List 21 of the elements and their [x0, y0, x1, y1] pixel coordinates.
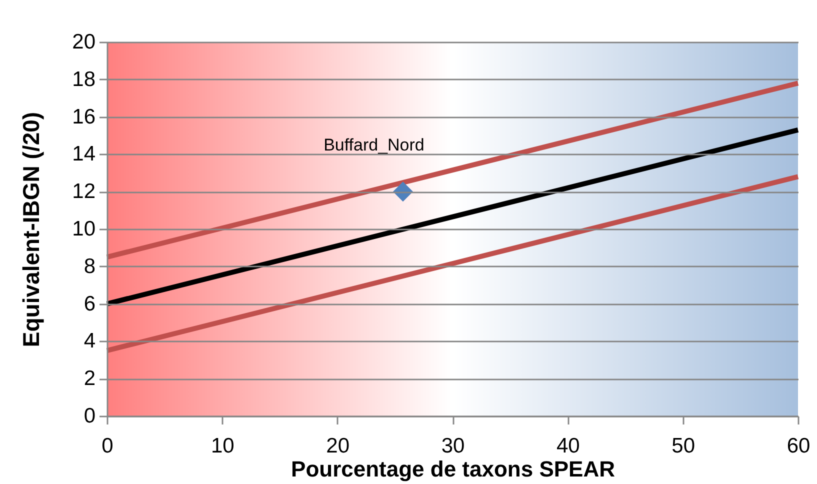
y-tick-label: 4: [84, 330, 96, 353]
y-tick-label: 12: [72, 180, 96, 204]
y-tick-label: 14: [72, 142, 96, 166]
x-tick-label: 30: [441, 434, 465, 458]
y-tick-label: 2: [84, 367, 96, 390]
x-tick-label: 60: [786, 434, 810, 458]
x-axis-title: Pourcentage de taxons SPEAR: [291, 456, 616, 482]
x-tick-label: 20: [326, 434, 350, 458]
y-tick-label: 20: [72, 30, 96, 54]
y-tick-label: 8: [84, 254, 96, 278]
text: Buffard_Nord: [324, 136, 424, 155]
y-tick-label: 18: [72, 68, 96, 91]
y-tick-label: 10: [72, 218, 96, 240]
y-tick-label: 0: [84, 404, 96, 428]
x-tick-label: 50: [672, 434, 696, 458]
y-tick-label: 16: [72, 105, 96, 128]
x-tick-label: 0: [102, 434, 114, 458]
x-tick-label: 40: [556, 434, 580, 458]
y-tick-label: 6: [84, 292, 96, 316]
x-tick-label: 10: [210, 434, 234, 458]
y-axis-title: Equivalent-IBGN (/20): [18, 112, 44, 348]
